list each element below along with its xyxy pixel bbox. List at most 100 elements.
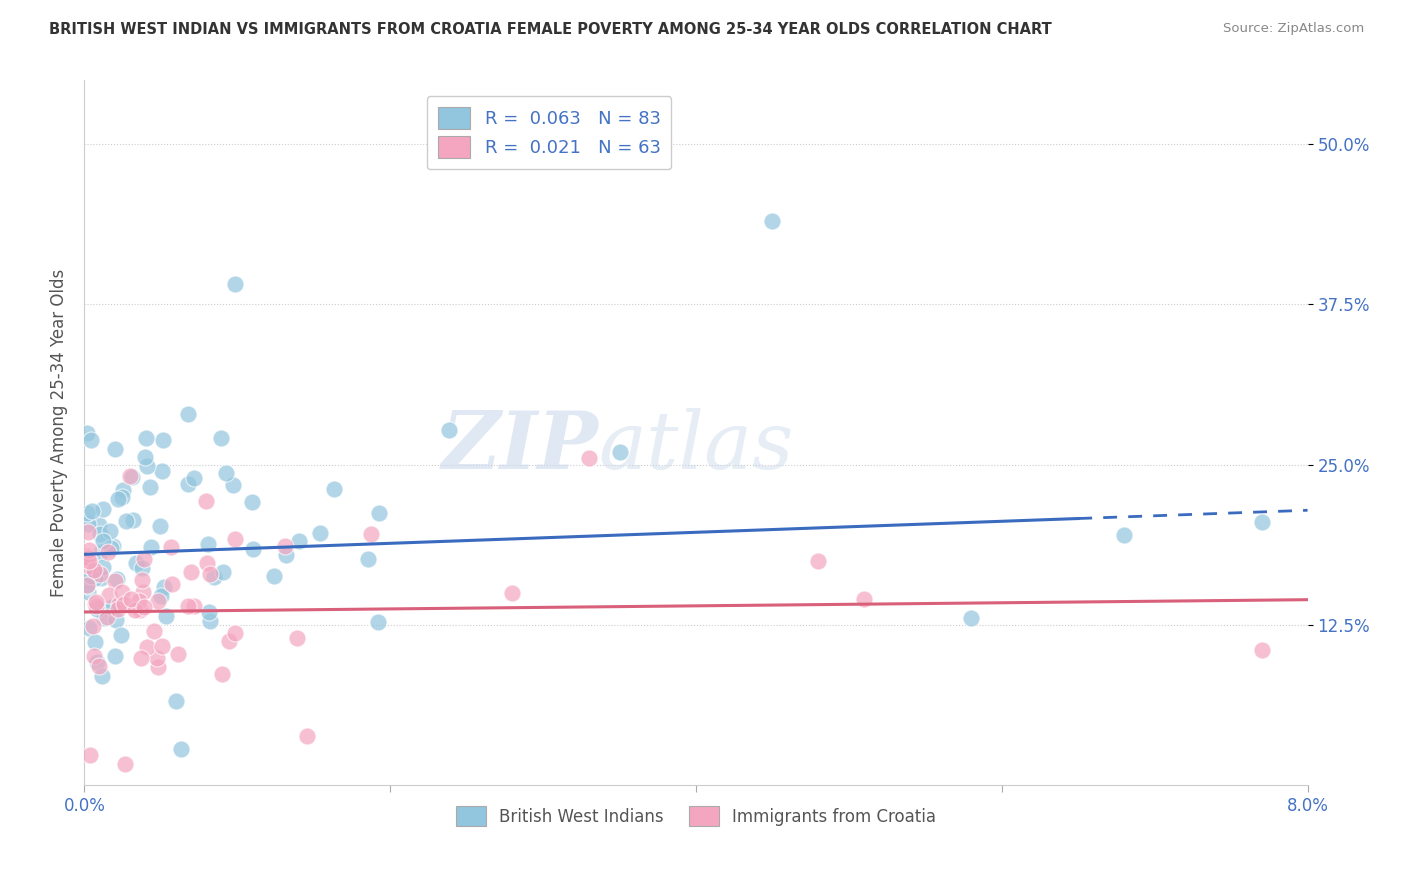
Point <box>323 482 346 496</box>
Point <box>121 470 143 484</box>
Point <box>276 548 298 562</box>
Point <box>101 599 124 614</box>
Point <box>87 517 110 532</box>
Point <box>111 584 134 599</box>
Point <box>195 493 218 508</box>
Point <box>360 526 382 541</box>
Point <box>170 742 193 756</box>
Point <box>212 565 235 579</box>
Point <box>287 534 309 549</box>
Point <box>89 566 111 581</box>
Point <box>139 479 162 493</box>
Point <box>609 445 631 459</box>
Point <box>183 470 205 484</box>
Point <box>167 647 190 661</box>
Point <box>108 597 131 611</box>
Point <box>224 533 246 547</box>
Point <box>80 433 103 447</box>
Point <box>155 608 177 623</box>
Point <box>367 615 389 629</box>
Point <box>218 633 240 648</box>
Point <box>120 592 142 607</box>
Point <box>124 556 146 570</box>
Point <box>84 571 107 585</box>
Point <box>82 563 104 577</box>
Point <box>128 602 150 616</box>
Text: Source: ZipAtlas.com: Source: ZipAtlas.com <box>1223 22 1364 36</box>
Point <box>165 694 187 708</box>
Point <box>195 556 218 570</box>
Point <box>77 559 100 574</box>
Point <box>143 624 166 638</box>
Point <box>183 599 205 613</box>
Point <box>197 605 219 619</box>
Point <box>122 513 145 527</box>
Point <box>761 214 783 228</box>
Point <box>77 543 100 558</box>
Point <box>149 519 172 533</box>
Point <box>240 495 263 509</box>
Point <box>202 570 225 584</box>
Point <box>104 649 127 664</box>
Point <box>104 442 127 456</box>
Point <box>76 578 98 592</box>
Point <box>135 458 157 473</box>
Point <box>132 599 155 614</box>
Point <box>82 619 104 633</box>
Point <box>309 526 332 541</box>
Point <box>578 451 600 466</box>
Point <box>93 611 115 625</box>
Point <box>84 595 107 609</box>
Point <box>211 666 233 681</box>
Point <box>90 545 112 559</box>
Text: ZIP: ZIP <box>441 408 598 485</box>
Point <box>153 580 176 594</box>
Point <box>149 590 172 604</box>
Point <box>197 536 219 550</box>
Point <box>807 554 830 568</box>
Point <box>129 651 152 665</box>
Point <box>437 423 460 437</box>
Point <box>96 609 118 624</box>
Point <box>295 729 318 743</box>
Point <box>139 541 162 555</box>
Point <box>110 628 132 642</box>
Point <box>77 524 100 539</box>
Point <box>111 490 134 504</box>
Point <box>103 600 125 615</box>
Point <box>79 565 101 579</box>
Point <box>76 425 98 440</box>
Point <box>103 539 125 553</box>
Point <box>91 534 114 549</box>
Point <box>118 469 141 483</box>
Point <box>180 565 202 579</box>
Point <box>114 514 136 528</box>
Point <box>82 504 104 518</box>
Text: atlas: atlas <box>598 408 793 485</box>
Point <box>77 585 100 599</box>
Point <box>136 640 159 654</box>
Point <box>91 560 114 574</box>
Point <box>76 549 98 564</box>
Point <box>112 597 135 611</box>
Point <box>357 552 380 566</box>
Point <box>1250 516 1272 530</box>
Point <box>134 450 156 464</box>
Point <box>176 599 198 613</box>
Point <box>131 561 153 575</box>
Point <box>853 592 876 607</box>
Point <box>83 563 105 577</box>
Point <box>76 506 98 520</box>
Point <box>124 603 146 617</box>
Point <box>177 476 200 491</box>
Y-axis label: Female Poverty Among 25-34 Year Olds: Female Poverty Among 25-34 Year Olds <box>51 268 69 597</box>
Point <box>1250 643 1272 657</box>
Point <box>97 545 120 559</box>
Point <box>104 613 127 627</box>
Point <box>111 483 134 497</box>
Point <box>242 541 264 556</box>
Point <box>285 631 308 645</box>
Point <box>135 431 157 445</box>
Point <box>77 516 100 531</box>
Point <box>222 477 245 491</box>
